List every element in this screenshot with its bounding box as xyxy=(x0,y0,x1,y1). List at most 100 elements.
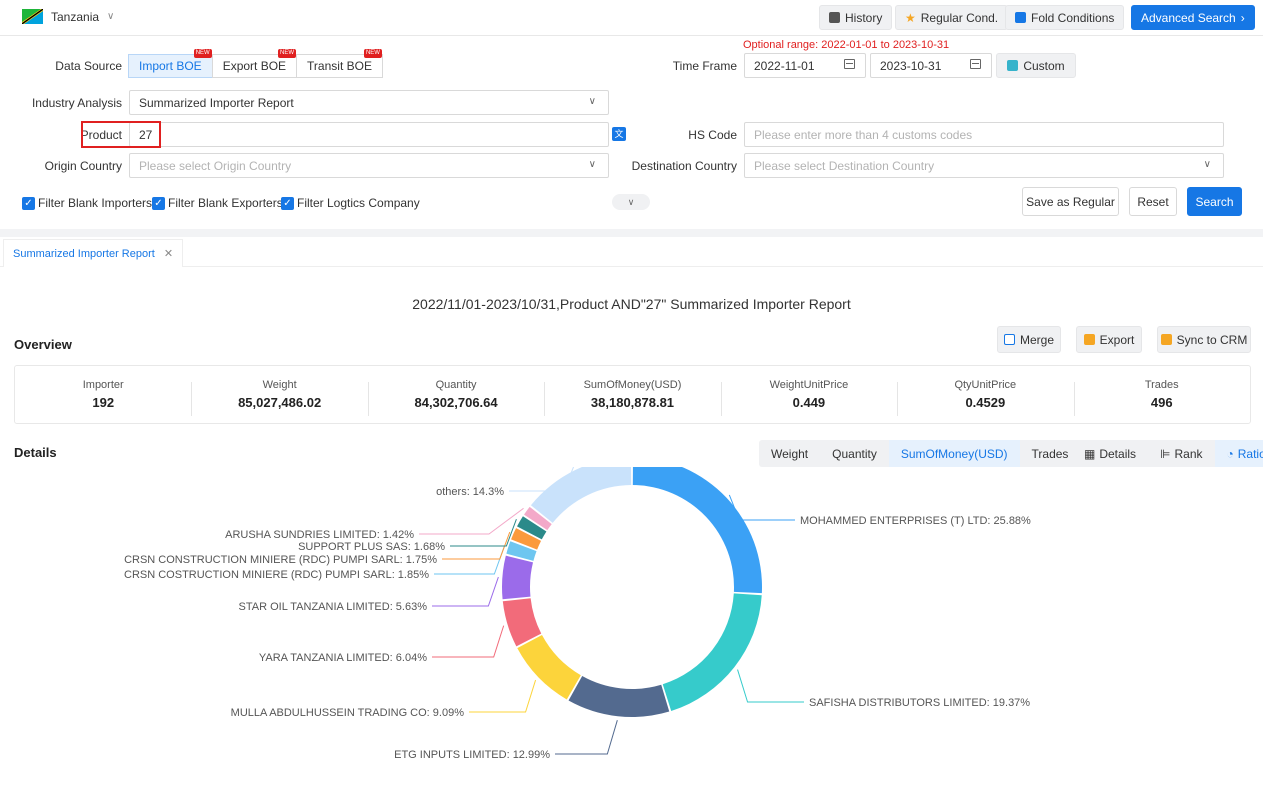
product-input[interactable]: 27 xyxy=(129,122,609,147)
donut-slice[interactable] xyxy=(517,516,547,540)
hs-code-input[interactable]: Please enter more than 4 customs codes xyxy=(744,122,1224,147)
view-label: Details xyxy=(1099,446,1137,461)
search-button[interactable]: Search xyxy=(1187,187,1242,216)
history-label: History xyxy=(845,10,883,25)
export-button[interactable]: Export xyxy=(1076,326,1142,353)
product-highlight-box xyxy=(81,121,161,148)
stat-value: 84,302,706.64 xyxy=(414,395,498,410)
tab-sum-of-money[interactable]: SumOfMoney(USD) xyxy=(888,440,1020,467)
tab-quantity[interactable]: Quantity xyxy=(832,446,877,461)
sync-to-crm-button[interactable]: Sync to CRM xyxy=(1157,326,1251,353)
merge-label: Merge xyxy=(1019,332,1054,347)
advanced-search-button[interactable]: Advanced Search › xyxy=(1131,5,1255,30)
custom-icon xyxy=(1007,60,1019,71)
slice-label: MULLA ABDULHUSSEIN TRADING CO: 9.09% xyxy=(231,707,465,719)
view-label: Ratio xyxy=(1237,446,1263,461)
country-selector[interactable]: Tanzania ∨ xyxy=(22,9,114,24)
close-icon[interactable]: ✕ xyxy=(163,248,174,260)
slice-label: SUPPORT PLUS SAS: 1.68% xyxy=(298,541,445,553)
date-to-input[interactable]: 2023-10-31 xyxy=(870,53,992,78)
leader-line xyxy=(442,531,511,560)
export-icon xyxy=(1083,334,1095,345)
leader-line xyxy=(432,625,505,658)
donut-slice[interactable] xyxy=(517,634,581,700)
product-value: 27 xyxy=(139,127,153,142)
data-source-export-boe[interactable]: Export BOE NEW xyxy=(211,49,298,78)
slice-label: ETG INPUTS LIMITED: 12.99% xyxy=(394,749,550,761)
sync-label: Sync to CRM xyxy=(1176,332,1248,347)
stat-value: 0.4529 xyxy=(965,395,1006,410)
product-label: Product xyxy=(80,128,122,142)
stat-key: Trades xyxy=(1144,379,1179,391)
checkmark-icon: ✓ xyxy=(281,196,294,210)
details-heading: Details xyxy=(14,445,57,460)
filter-blank-importers-checkbox[interactable]: ✓ Filter Blank Importers xyxy=(22,196,152,210)
rank-icon: ⊫ xyxy=(1160,446,1171,461)
donut-slice[interactable] xyxy=(502,555,534,600)
tab-details-view[interactable]: ▦ Details xyxy=(1072,440,1148,467)
tab-trades[interactable]: Trades xyxy=(1031,446,1069,461)
leader-line xyxy=(432,576,499,607)
leader-line xyxy=(555,720,618,755)
donut-slice[interactable] xyxy=(530,467,632,523)
data-source-import-boe[interactable]: Import BOE NEW xyxy=(128,49,213,78)
history-button[interactable]: History xyxy=(819,5,893,30)
tab-ratio-view[interactable]: ◔ Ratio xyxy=(1214,440,1263,467)
stat-quantity: Quantity 84,302,706.64 xyxy=(367,379,544,416)
hs-code-placeholder: Please enter more than 4 customs codes xyxy=(754,127,973,142)
donut-slice[interactable] xyxy=(506,541,537,561)
chevron-down-icon: ∨ xyxy=(107,11,115,22)
donut-slice[interactable] xyxy=(511,528,542,550)
data-source-label: Transit BOE xyxy=(307,59,372,73)
reset-button[interactable]: Reset xyxy=(1129,187,1177,216)
fold-conditions-button[interactable]: Fold Conditions xyxy=(1005,5,1125,30)
filter-label: Filter Logtics Company xyxy=(297,196,420,210)
industry-analysis-value: Summarized Importer Report xyxy=(139,95,294,110)
origin-country-select[interactable]: Please select Origin Country ∨ xyxy=(129,153,609,178)
overview-stats: Importer 192 Weight 85,027,486.02 Quantity… xyxy=(14,365,1251,424)
tanzania-flag-icon xyxy=(22,9,43,24)
origin-country-placeholder: Please select Origin Country xyxy=(139,158,292,173)
save-as-regular-button[interactable]: Save as Regular xyxy=(1022,187,1119,216)
data-source-group: Import BOE NEW Export BOE NEW Transit BO… xyxy=(128,49,383,78)
donut-slice[interactable] xyxy=(568,676,670,717)
stat-key: SumOfMoney(USD) xyxy=(583,379,682,391)
donut-slice[interactable] xyxy=(662,593,762,711)
industry-analysis-select[interactable]: Summarized Importer Report ∨ xyxy=(129,90,609,115)
destination-country-select[interactable]: Please select Destination Country ∨ xyxy=(744,153,1224,178)
donut-slice[interactable] xyxy=(632,467,762,594)
data-source-transit-boe[interactable]: Transit BOE NEW xyxy=(296,49,383,78)
regular-cond-button[interactable]: ★ Regular Cond. xyxy=(895,5,1009,30)
custom-range-button[interactable]: Custom xyxy=(996,53,1076,78)
destination-country-placeholder: Please select Destination Country xyxy=(754,158,935,173)
merge-button[interactable]: Merge xyxy=(997,326,1061,353)
custom-label: Custom xyxy=(1023,58,1065,73)
tab-summarized-importer-report[interactable]: Summarized Importer Report ✕ xyxy=(3,239,184,267)
filter-blank-exporters-checkbox[interactable]: ✓ Filter Blank Exporters xyxy=(152,196,283,210)
donut-slice[interactable] xyxy=(502,598,542,647)
donut-slice[interactable] xyxy=(524,506,552,531)
slice-label: others: 14.3% xyxy=(436,486,504,498)
stat-importer: Importer 192 xyxy=(15,379,191,410)
tab-rank-view[interactable]: ⊫ Rank xyxy=(1148,440,1214,467)
slice-label: ARUSHA SUNDRIES LIMITED: 1.42% xyxy=(225,529,414,541)
star-icon: ★ xyxy=(905,10,916,25)
translate-icon[interactable]: 文 xyxy=(612,127,626,141)
slice-label: CRSN COSTRUCTION MINIERE (RDC) PUMPI SAR… xyxy=(124,569,429,581)
calendar-icon xyxy=(844,59,855,69)
stat-sum-of-money: SumOfMoney(USD) 38,180,878.81 xyxy=(544,379,720,416)
report-tab-strip: Summarized Importer Report ✕ xyxy=(0,237,1263,267)
report-area: 2022/11/01-2023/10/31,Product AND"27" Su… xyxy=(0,267,1263,805)
ratio-donut-chart: MOHAMMED ENTERPRISES (T) LTD: 25.88% SAFI… xyxy=(124,467,1031,761)
export-label: Export xyxy=(1099,332,1135,347)
filter-label: Filter Blank Exporters xyxy=(168,196,283,210)
stat-value: 85,027,486.02 xyxy=(238,395,322,410)
overview-heading: Overview xyxy=(14,337,72,352)
sync-icon xyxy=(1160,334,1172,345)
date-from-input[interactable]: 2022-11-01 xyxy=(744,53,866,78)
chevron-down-icon: ∨ xyxy=(588,159,596,170)
filter-logistics-company-checkbox[interactable]: ✓ Filter Logtics Company xyxy=(281,196,420,210)
expand-chevron-icon[interactable]: ∨ xyxy=(612,194,650,210)
tab-weight[interactable]: Weight xyxy=(771,446,809,461)
hs-code-label: HS Code xyxy=(688,128,737,142)
